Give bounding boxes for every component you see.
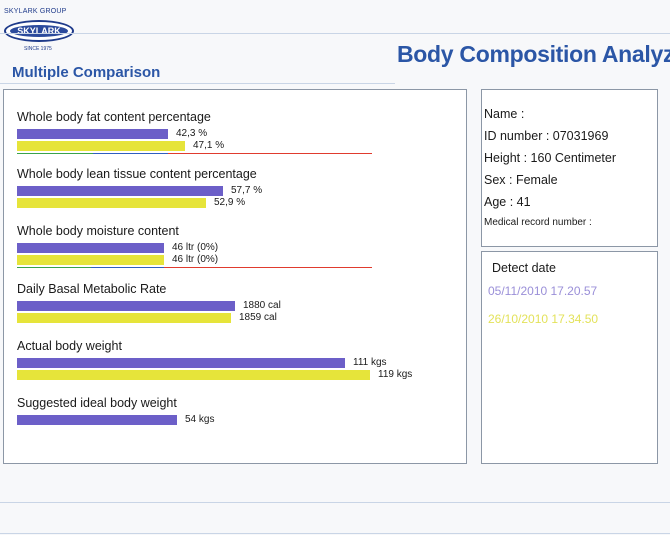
- reference-range-line: [92, 153, 168, 154]
- metric-label: Suggested ideal body weight: [17, 396, 177, 410]
- logo-arc-text: SKYLARK GROUP: [4, 8, 67, 15]
- header-divider: [0, 33, 670, 34]
- patient-info-panel: Name : ID number : 07031969 Height : 160…: [481, 89, 658, 247]
- section-divider: [0, 83, 395, 84]
- detect-date-item[interactable]: 05/11/2010 17.20.57: [488, 284, 598, 298]
- metric-group: Daily Basal Metabolic Rate 1880 cal 1859 c…: [17, 282, 437, 323]
- logo-name: SKYLARK: [10, 25, 68, 37]
- comparison-panel: Whole body fat content percentage 42,3 % 4…: [3, 89, 467, 464]
- bar-series-a-value: 111 kgs: [353, 357, 387, 368]
- footer-divider: [0, 533, 670, 534]
- bar-series-a: [17, 358, 345, 368]
- bar-series-a: [17, 301, 235, 311]
- detect-date-label: Detect date: [492, 261, 556, 275]
- metric-group: Whole body lean tissue content percentag…: [17, 167, 437, 208]
- medical-record-number: Medical record number :: [484, 217, 592, 228]
- reference-range-line: [17, 153, 93, 154]
- bar-series-a-value: 42,3 %: [176, 128, 208, 139]
- bar-series-b: [17, 141, 185, 151]
- reference-range-line: [17, 267, 91, 268]
- bar-series-b-value: 52,9 %: [214, 197, 246, 208]
- bar-series-b-value: 46 ltr (0%): [172, 254, 219, 265]
- metric-label: Whole body fat content percentage: [17, 110, 211, 124]
- reference-range-line: [90, 267, 164, 268]
- metric-group: Actual body weight 111 kgs 119 kgs: [17, 339, 437, 380]
- patient-age: Age : 41: [484, 195, 531, 209]
- bar-series-a: [17, 129, 168, 139]
- patient-height: Height : 160 Centimeter: [484, 151, 617, 165]
- bar-series-a-value: 1880 cal: [243, 300, 281, 311]
- bar-series-b-value: 119 kgs: [378, 369, 413, 380]
- bar-series-a: [17, 243, 164, 253]
- detect-date-panel: Detect date 05/11/2010 17.20.57 26/10/20…: [481, 251, 658, 464]
- patient-name: Name :: [484, 107, 525, 121]
- bar-series-b-value: 47,1 %: [193, 140, 225, 151]
- bar-series-b: [17, 313, 231, 323]
- logo-since: SINCE 1975: [24, 46, 52, 52]
- footer-divider: [0, 502, 670, 503]
- skylark-logo: SKYLARK GROUP SKYLARK SINCE 1975: [2, 8, 80, 56]
- bar-series-a: [17, 415, 177, 425]
- bar-series-b: [17, 370, 370, 380]
- bar-series-a: [17, 186, 223, 196]
- bar-series-b: [17, 255, 164, 265]
- bar-series-b: [17, 198, 206, 208]
- metric-label: Whole body lean tissue content percentag…: [17, 167, 257, 181]
- reference-range-line: [168, 153, 372, 154]
- metric-group: Whole body moisture content 46 ltr (0%) 46…: [17, 224, 437, 268]
- logo-oval: SKYLARK: [4, 20, 74, 42]
- section-title: Multiple Comparison: [12, 64, 161, 81]
- app-title: Body Composition Analyzer: [397, 41, 670, 67]
- metric-group: Whole body fat content percentage 42,3 % 4…: [17, 110, 437, 154]
- bar-series-a-value: 54 kgs: [185, 414, 215, 425]
- patient-id: ID number : 07031969: [484, 129, 609, 143]
- bar-series-b-value: 1859 cal: [239, 312, 277, 323]
- metric-label: Whole body moisture content: [17, 224, 179, 238]
- reference-range-line: [164, 267, 372, 268]
- metric-label: Daily Basal Metabolic Rate: [17, 282, 167, 296]
- patient-sex: Sex : Female: [484, 173, 558, 187]
- metric-group: Suggested ideal body weight 54 kgs: [17, 396, 437, 425]
- metric-label: Actual body weight: [17, 339, 122, 353]
- detect-date-item[interactable]: 26/10/2010 17.34.50: [488, 312, 599, 326]
- bar-series-a-value: 46 ltr (0%): [172, 242, 219, 253]
- bar-series-a-value: 57,7 %: [231, 185, 263, 196]
